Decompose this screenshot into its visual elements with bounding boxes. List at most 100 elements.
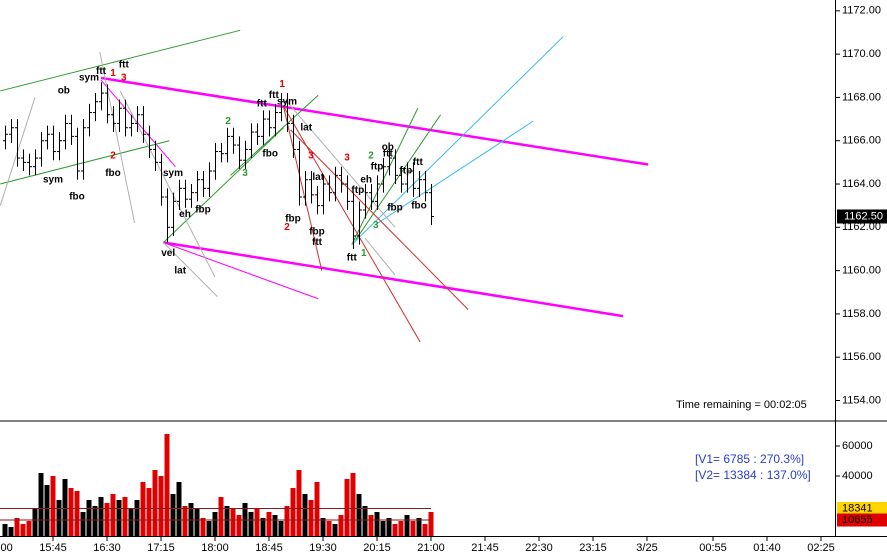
x-tick-label: 15:00 (0, 542, 13, 554)
volume-bar (8, 527, 14, 536)
volume-bar (14, 518, 20, 536)
volume-legend: [V2= 13384 : 137.0%] (695, 468, 811, 482)
annotation: ftt (413, 157, 424, 168)
volume-bar (200, 518, 206, 536)
volume-bar (308, 500, 314, 536)
last-price-box (837, 209, 887, 224)
volume-bar (152, 470, 158, 536)
trend-line (163, 242, 218, 297)
trend-line (100, 79, 176, 168)
volume-bar (236, 515, 242, 536)
volume-bar (242, 503, 248, 536)
x-tick-label: 21:45 (471, 542, 499, 554)
annotation: ftt (96, 66, 107, 77)
volume-level-box (837, 501, 887, 515)
annotation: 3 (308, 151, 314, 162)
annotation: fbo (105, 168, 121, 179)
volume-bar (170, 494, 176, 536)
volume-bar (56, 500, 62, 536)
y-tick-label: 1168.00 (842, 91, 881, 103)
volume-bar (428, 512, 434, 536)
x-tick-label: 02:25 (807, 542, 835, 554)
y-tick-label: 1154.00 (842, 394, 881, 406)
annotation: fbo (69, 192, 85, 203)
volume-bar (224, 506, 230, 536)
volume-bar (326, 521, 332, 536)
x-tick-label: 16:30 (93, 542, 121, 554)
annotation: ftt (312, 237, 323, 248)
volume-bar (350, 473, 356, 536)
annotation: sym (277, 96, 297, 107)
volume-bar (362, 506, 368, 536)
volume-bar (194, 509, 200, 536)
trend-line (364, 237, 396, 276)
volume-bar (26, 521, 32, 536)
trend-line (354, 114, 442, 241)
volume-bar (92, 506, 98, 536)
volume-bar (338, 515, 344, 536)
volume-bar (134, 500, 140, 536)
x-tick-label: 01:40 (753, 542, 781, 554)
volume-bar (290, 488, 296, 536)
annotation: ftt (257, 99, 268, 110)
volume-bar (116, 500, 122, 536)
volume-bar (284, 506, 290, 536)
volume-bar (218, 497, 224, 536)
annotation: sym (163, 168, 183, 179)
volume-bar (146, 488, 152, 536)
volume-bar (356, 494, 362, 536)
status-text: Time remaining = 00:02:05 (676, 399, 807, 411)
annotation: sym (43, 174, 63, 185)
trend-line (290, 129, 469, 310)
volume-bar (212, 512, 218, 536)
annotation: ftp (371, 161, 384, 172)
volume-bar (302, 494, 308, 536)
volume-bar (38, 473, 44, 536)
volume-bar (128, 509, 134, 536)
trend-line (0, 29, 241, 92)
volume-level-box (837, 513, 887, 527)
volume-bar (50, 476, 56, 536)
volume-bar (176, 482, 182, 536)
y-tick-label: 1170.00 (842, 48, 881, 60)
annotation: eh (179, 209, 191, 220)
annotation: eh (360, 174, 372, 185)
x-tick-label: 22:30 (525, 542, 553, 554)
axes: 1154.00 1156.00 1158.00 1160.00 1162.00 1164.… (0, 5, 887, 554)
annotation: fbo (411, 200, 427, 211)
x-tick-label: 3/25 (636, 542, 657, 554)
volume-bar (398, 521, 404, 536)
annotation: vel (161, 248, 175, 259)
volume-bar (266, 512, 272, 536)
y-tick-label: 1156.00 (842, 351, 881, 363)
volume-bar (80, 512, 86, 536)
trend-line (374, 120, 534, 226)
last-price-label: 1162.50 (844, 210, 883, 222)
volume-bar (392, 524, 398, 536)
annotation: ftp (351, 185, 364, 196)
volume-bar (206, 521, 212, 536)
volume-bar (422, 524, 428, 536)
volume-bar (332, 524, 338, 536)
y-tick-label: 1158.00 (842, 308, 881, 320)
annotation: ftt (347, 252, 358, 263)
x-tick-label: 18:45 (255, 542, 283, 554)
volume-bar (140, 482, 146, 536)
volume-bar (296, 470, 302, 536)
volume-tick-label: 60000 (842, 440, 873, 452)
annotation: 1 (279, 79, 285, 90)
volume-bar (368, 515, 374, 536)
volume-bar (278, 521, 284, 536)
annotation: 2 (284, 222, 290, 233)
trend-line (163, 127, 284, 243)
volume-panel (0, 434, 434, 536)
x-tick-label: 15:45 (39, 542, 67, 554)
annotation: 3 (344, 153, 350, 164)
annotation: fbo (262, 148, 278, 159)
trend-line (282, 105, 323, 271)
volume-bar (86, 500, 92, 536)
trend-line (163, 242, 319, 300)
volume-bar (374, 512, 380, 536)
volume-bar (260, 518, 266, 536)
